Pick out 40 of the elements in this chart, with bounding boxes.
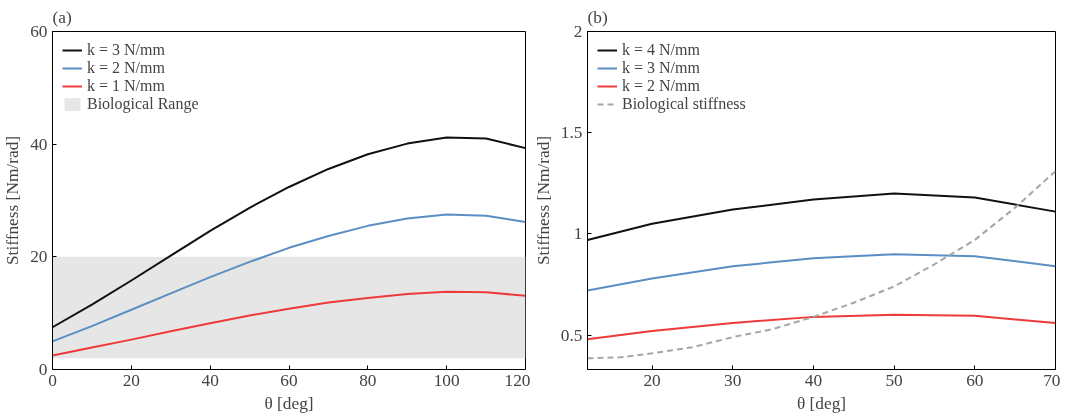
y-axis-title: Stiffness [Nm/rad] bbox=[3, 135, 23, 266]
x-axis-title: θ [deg] bbox=[796, 393, 847, 413]
x-tick-label: 40 bbox=[804, 370, 823, 390]
x-tick-label: 80 bbox=[359, 370, 377, 390]
line-series bbox=[587, 170, 1056, 360]
x-tick-label: 50 bbox=[885, 370, 903, 390]
x-tick-label: 60 bbox=[280, 370, 298, 390]
legend-label: k = 3 N/mm bbox=[87, 41, 165, 59]
x-tick-label: 20 bbox=[122, 370, 140, 390]
y-axis-title: Stiffness [Nm/rad] bbox=[533, 135, 553, 266]
line-series bbox=[52, 290, 526, 357]
x-tick-label: 20 bbox=[643, 370, 661, 390]
line-series bbox=[52, 136, 526, 329]
y-tick-label: 2 bbox=[573, 22, 583, 41]
x-tick-label: 30 bbox=[724, 370, 742, 390]
y-tick-label: 1 bbox=[573, 224, 583, 244]
line-series bbox=[52, 213, 526, 343]
legend-label: k = 1 N/mm bbox=[87, 77, 165, 95]
line-series bbox=[587, 253, 1056, 292]
text: (b) bbox=[587, 7, 608, 27]
x-tick-label: 120 bbox=[504, 370, 531, 390]
x-tick-label: 60 bbox=[966, 370, 984, 390]
y-tick-label: 40 bbox=[30, 134, 48, 154]
y-tick-label: 0.5 bbox=[560, 325, 583, 345]
text: (a) bbox=[52, 7, 72, 27]
x-axis-title: θ [deg] bbox=[264, 393, 314, 413]
x-tick-label: 70 bbox=[1043, 370, 1061, 390]
y-tick-label: 20 bbox=[30, 247, 48, 267]
y-tick-label: 60 bbox=[30, 22, 48, 41]
line-series bbox=[587, 313, 1056, 341]
legend-label: k = 3 N/mm bbox=[622, 59, 700, 77]
x-tick-label: 100 bbox=[433, 370, 460, 390]
legend-label: k = 4 N/mm bbox=[622, 41, 700, 59]
legend-label: k = 2 N/mm bbox=[87, 59, 165, 77]
legend-label: k = 2 N/mm bbox=[622, 77, 700, 95]
legend-label: Biological Range bbox=[87, 95, 199, 113]
legend-label: Biological stiffness bbox=[622, 95, 746, 113]
x-tick-label: 40 bbox=[201, 370, 219, 390]
y-tick-label: 1.5 bbox=[560, 123, 583, 143]
line-series bbox=[587, 192, 1056, 241]
